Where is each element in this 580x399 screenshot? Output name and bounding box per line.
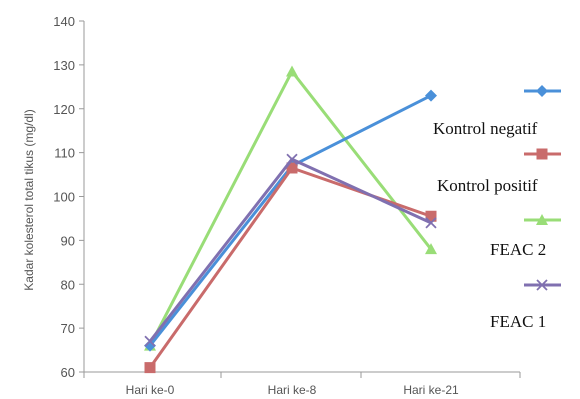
y-tick-label: 140 xyxy=(53,14,75,29)
x-tick-label: Hari ke-21 xyxy=(403,383,459,397)
y-tick-label: 120 xyxy=(53,102,75,117)
marker-stroke xyxy=(425,217,437,229)
series-line xyxy=(148,166,432,369)
x-tick-label: Hari ke-0 xyxy=(126,383,175,397)
legend-swatch-marker xyxy=(536,85,548,97)
data-point xyxy=(286,65,298,77)
legend-swatch-marker xyxy=(536,279,548,291)
marker-stroke xyxy=(536,279,548,291)
legend-swatch-marker xyxy=(536,148,548,160)
y-tick-label: 70 xyxy=(61,321,75,336)
y-tick-label: 130 xyxy=(53,58,75,73)
data-point xyxy=(144,362,156,374)
series-layer xyxy=(144,65,437,374)
data-point xyxy=(286,162,298,174)
x-tick-label: Hari ke-8 xyxy=(268,383,317,397)
legend-item: Kontrol negatif xyxy=(433,85,561,138)
legend-label: Kontrol negatif xyxy=(433,119,538,138)
legend-item: FEAC 1 xyxy=(490,279,561,331)
data-point xyxy=(286,153,298,165)
data-point xyxy=(425,243,437,255)
series-kontrol-positif xyxy=(144,162,437,374)
series-feac-1 xyxy=(144,153,437,347)
data-point xyxy=(144,339,156,352)
marker-stroke xyxy=(286,153,298,165)
series-feac-2 xyxy=(144,65,437,351)
y-axis-label: Kadar kolesterol total tikus (mg/dl) xyxy=(22,109,36,290)
legend-label: FEAC 2 xyxy=(490,240,546,259)
y-tick-label: 110 xyxy=(54,146,75,161)
legend: Kontrol negatif Kontrol positif FEAC 2 FEAC… xyxy=(433,85,561,331)
legend-item: Kontrol positif xyxy=(437,148,561,195)
series-line xyxy=(148,69,433,347)
data-point xyxy=(425,89,437,102)
legend-swatch-marker xyxy=(536,214,548,225)
legend-label: FEAC 1 xyxy=(490,312,546,331)
y-tick-label: 90 xyxy=(61,233,75,248)
legend-item: FEAC 2 xyxy=(490,214,561,259)
y-tick-label: 80 xyxy=(61,277,75,292)
legend-label: Kontrol positif xyxy=(437,176,538,195)
marker-stroke xyxy=(144,335,156,347)
y-tick-label: 100 xyxy=(53,190,75,205)
data-point xyxy=(144,335,156,347)
series-line xyxy=(148,157,432,343)
y-tick-label: 60 xyxy=(61,365,75,380)
axes: 60 70 80 90 100 110 120 130 140 Hari ke-0 Hari ke-… xyxy=(53,14,521,397)
data-point xyxy=(425,217,437,229)
data-point xyxy=(425,210,437,222)
